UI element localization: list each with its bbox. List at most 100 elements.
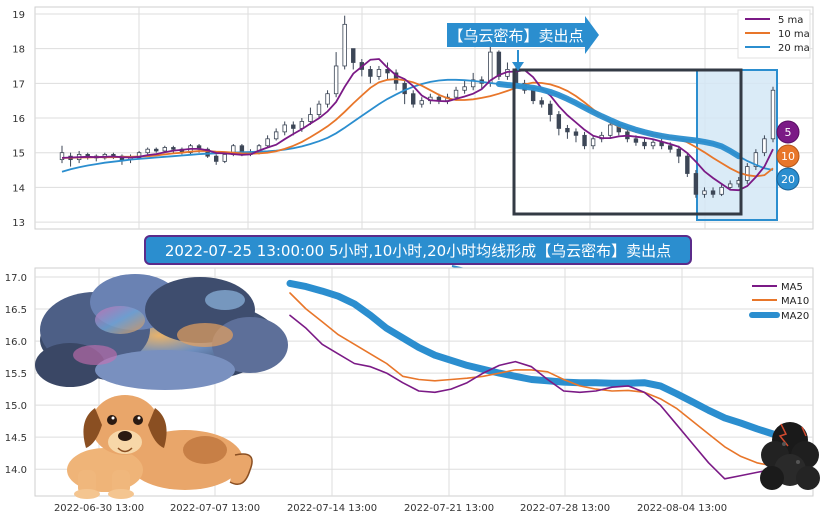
candle-body (273, 131, 279, 140)
candle-body (419, 100, 424, 105)
bottom-y-tick-label: 14.0 (5, 465, 27, 476)
candle-body (316, 103, 322, 115)
bottom-y-axis: 14.0 14.5 15.0 15.5 16.0 16.5 17.0 (5, 273, 27, 476)
candle-body (719, 186, 724, 195)
candle-body (376, 69, 382, 77)
candle-body (668, 145, 673, 150)
candle-body (308, 114, 313, 122)
bottom-y-tick-label: 14.5 (5, 433, 27, 444)
thick-ma20-overlay (495, 81, 742, 160)
candle-body (59, 152, 65, 161)
candle-body (633, 138, 639, 143)
candle-body (222, 154, 227, 162)
candle-body (727, 183, 733, 188)
bottom-y-tick-label: 15.0 (5, 401, 27, 412)
candle-body (85, 154, 90, 157)
banner: 2022-07-25 13:00:00 5小时,10小时,20小时均线形成【乌云… (144, 235, 692, 286)
bottom-x-tick-label: 2022-07-28 13:00 (520, 503, 610, 514)
top-callout-text: 【乌云密布】卖出点 (448, 27, 583, 45)
candle-body (556, 114, 562, 129)
candle-body (770, 89, 776, 140)
badge-20-circle (776, 167, 800, 191)
bottom-x-tick-label: 2022-08-04 13:00 (637, 503, 727, 514)
bottom-ma-lines (286, 279, 777, 480)
candle-body (213, 155, 219, 162)
callout-arrow-shape (447, 16, 599, 54)
candle-body (608, 124, 613, 136)
badge-10-circle (776, 144, 800, 168)
candle-body (385, 69, 390, 74)
candle-body (702, 190, 707, 195)
legend-label-MA10: MA10 (781, 296, 809, 307)
candle-body (205, 148, 210, 157)
candle-body (582, 134, 587, 147)
badge-5-circle (776, 120, 800, 144)
candle-body (496, 51, 502, 77)
cartoon-dog-icon (67, 395, 253, 499)
candle-body (411, 93, 416, 105)
candle-body (676, 148, 681, 157)
top-y-tick-label: 19 (12, 10, 25, 21)
top-line-ma5 (61, 58, 774, 192)
bottom-x-axis: 2022-06-30 13:00 2022-07-07 13:00 2022-07-… (54, 503, 727, 514)
banner-text: 2022-07-25 13:00:00 5小时,10小时,20小时均线形成【乌云… (165, 242, 671, 260)
candle-body (368, 69, 373, 77)
legend-label-MA5: MA5 (781, 282, 803, 293)
bottom-line-MA20 (286, 279, 777, 438)
badge-10-label: 10 (781, 150, 795, 163)
candle-body (565, 128, 570, 133)
candle-body (693, 173, 699, 195)
candle-body (342, 23, 347, 67)
candle-body (762, 138, 767, 154)
bottom-chart: 14.0 14.5 15.0 15.5 16.0 16.5 17.0 2022-06-30 … (5, 267, 820, 514)
badge-20-label: 20 (781, 173, 795, 186)
bottom-y-tick-label: 16.0 (5, 337, 27, 348)
bottom-x-tick-label: 2022-07-14 13:00 (287, 503, 377, 514)
candle-body (462, 86, 467, 91)
candle-body (402, 82, 407, 95)
highlight-dark-box (512, 68, 743, 216)
bottom-line-MA5 (289, 314, 774, 480)
top-y-tick-label: 18 (12, 45, 25, 56)
top-y-tick-label: 14 (12, 183, 25, 194)
candle-body (291, 124, 296, 129)
candle-body (710, 190, 716, 195)
candle-body (642, 141, 647, 147)
candle-body (530, 89, 536, 102)
candle-body (136, 152, 142, 159)
callout-pointer-head (512, 62, 524, 71)
candle-body (745, 166, 750, 181)
dark-thundercloud-icon (760, 422, 820, 490)
legend-label-10ma: 10 ma (778, 29, 810, 40)
candle-body (145, 148, 150, 154)
legend-label-20ma: 20 ma (778, 43, 810, 54)
top-y-tick-label: 17 (12, 79, 25, 90)
top-chart: 13 14 15 16 17 18 19 5 ma 10 ma 20 ma 【乌云密布】卖出… (12, 6, 814, 230)
top-legend: 5 ma 10 ma 20 ma (737, 9, 811, 59)
candle-body (539, 100, 544, 105)
top-y-tick-label: 13 (12, 218, 25, 229)
badge-5-label: 5 (785, 126, 792, 139)
candle-body (470, 79, 476, 88)
bottom-y-tick-label: 15.5 (5, 369, 27, 380)
candle-body (650, 141, 656, 147)
bottom-line-MA10 (289, 292, 774, 467)
ma-badges: 5 10 20 (776, 120, 800, 191)
candle-body (154, 148, 159, 152)
candle-body (453, 89, 459, 98)
candle-body (590, 138, 596, 147)
top-y-tick-label: 15 (12, 149, 25, 160)
legend-label-MA20: MA20 (781, 311, 809, 322)
top-y-axis: 13 14 15 16 17 18 19 (12, 10, 25, 229)
candle-body (265, 138, 270, 147)
bottom-y-tick-label: 16.5 (5, 305, 27, 316)
candle-body (333, 65, 339, 95)
candle-body (325, 93, 330, 105)
bottom-x-tick-label: 2022-07-21 13:00 (404, 503, 494, 514)
candle-body (573, 131, 579, 136)
bottom-x-tick-label: 2022-06-30 13:00 (54, 503, 144, 514)
candle-body (393, 72, 399, 84)
colorful-storm-cloud-icon (35, 274, 288, 390)
candle-body (753, 152, 759, 167)
